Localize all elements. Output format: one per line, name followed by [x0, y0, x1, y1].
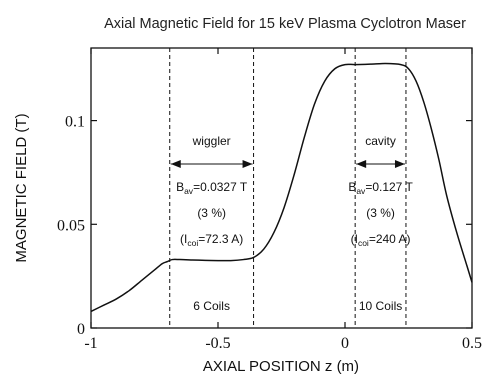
y-tick-label: 0 [77, 321, 85, 338]
region-coils-text: 6 Coils [193, 299, 230, 313]
field-curve-line [90, 62, 473, 313]
y-tick-label: 0.1 [65, 114, 85, 131]
x-tick-label: 0.5 [462, 335, 482, 352]
region-label: wiggler [192, 134, 231, 148]
region-arrow-head-right [394, 160, 405, 168]
region-label: cavity [365, 134, 396, 148]
y-axis-label: MAGNETIC FIELD (T) [13, 113, 30, 262]
region-annotations: wiggler Bav=0.0327 T (3 %) (Icoi=72.3 A) 6 C… [170, 134, 413, 313]
plot-frame [90, 47, 473, 329]
region-bav-text: Bav=0.127 T [348, 180, 413, 196]
region-percent-text: (3 %) [197, 206, 226, 220]
region-current-text: (Icoi=72.3 A) [180, 232, 243, 248]
region-arrow-head-left [356, 160, 367, 168]
series-group [90, 62, 473, 313]
region-arrow-head-left [170, 160, 181, 168]
region-arrow-head-right [242, 160, 253, 168]
region-current-text: (Icoi=240 A) [351, 232, 411, 248]
chart-title: Axial Magnetic Field for 15 keV Plasma C… [104, 16, 466, 32]
x-axis-label: AXIAL POSITION z (m) [203, 358, 359, 375]
region-coils-text: 10 Coils [359, 299, 402, 313]
region-bav-text: Bav=0.0327 T [176, 180, 248, 196]
x-tick-label: 0 [341, 335, 349, 352]
region-percent-text: (3 %) [366, 206, 395, 220]
y-tick-label: 0.05 [57, 217, 85, 234]
region-markers [169, 48, 407, 328]
x-tick-label: -1 [84, 335, 97, 352]
x-tick-label: -0.5 [205, 335, 230, 352]
x-axis-ticks: -1 -0.5 0 0.5 [84, 48, 482, 352]
y-axis-ticks: 0 0.05 0.1 [57, 114, 472, 338]
